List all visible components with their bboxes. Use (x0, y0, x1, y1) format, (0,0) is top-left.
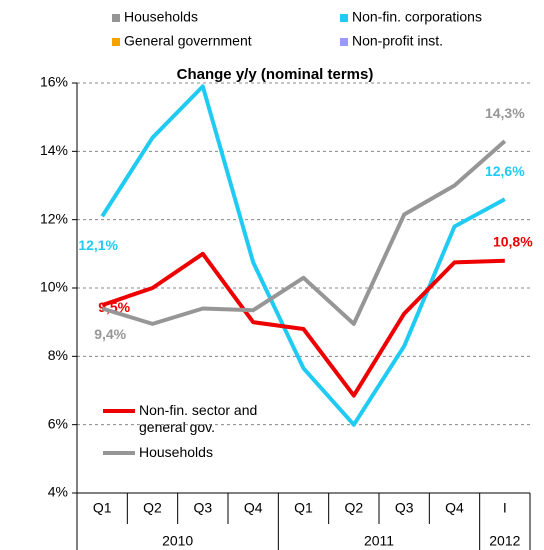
y-tick-label: 4% (48, 484, 68, 500)
legend-label: Non-fin. corporations (352, 9, 482, 25)
legend-label: Households (124, 9, 198, 25)
x-tick-label: I (503, 500, 507, 516)
x-tick-label: Q3 (193, 500, 212, 516)
value-label: 12,1% (78, 237, 118, 253)
group-label: 2012 (489, 533, 520, 549)
series-line (101, 251, 505, 398)
y-tick-label: 12% (40, 210, 68, 226)
y-tick-label: 14% (40, 142, 68, 158)
legend-swatch (112, 14, 120, 22)
x-tick-label: Q4 (244, 500, 263, 516)
value-label: 10,8% (493, 233, 533, 249)
legend-label: Non-fin. sector and general gov. (139, 402, 258, 435)
x-tick-label: Q2 (143, 500, 162, 516)
group-label: 2011 (364, 533, 394, 549)
x-tick-label: Q4 (445, 500, 464, 516)
y-tick-label: 16% (40, 74, 68, 90)
legend-swatch (340, 14, 348, 22)
series-line (100, 84, 506, 427)
x-tick-label: Q2 (344, 500, 363, 516)
legend-label: General government (124, 33, 252, 49)
y-tick-label: 6% (48, 415, 68, 431)
value-label: 14,3% (485, 105, 525, 121)
legend-swatch (112, 38, 120, 46)
value-label: 9,4% (94, 326, 126, 342)
group-label: 2010 (162, 533, 193, 549)
y-tick-label: 8% (48, 347, 68, 363)
x-tick-label: Q1 (93, 500, 112, 516)
chart-title: Change y/y (nominal terms) (177, 66, 374, 83)
y-tick-label: 10% (40, 279, 68, 295)
legend-label: Non-profit inst. (352, 33, 443, 49)
value-label: 12,6% (485, 163, 525, 179)
series-line (101, 139, 507, 326)
legend-swatch (340, 38, 348, 46)
legend-label: Households (139, 444, 213, 460)
x-tick-label: Q1 (294, 500, 313, 516)
x-tick-label: Q3 (395, 500, 414, 516)
